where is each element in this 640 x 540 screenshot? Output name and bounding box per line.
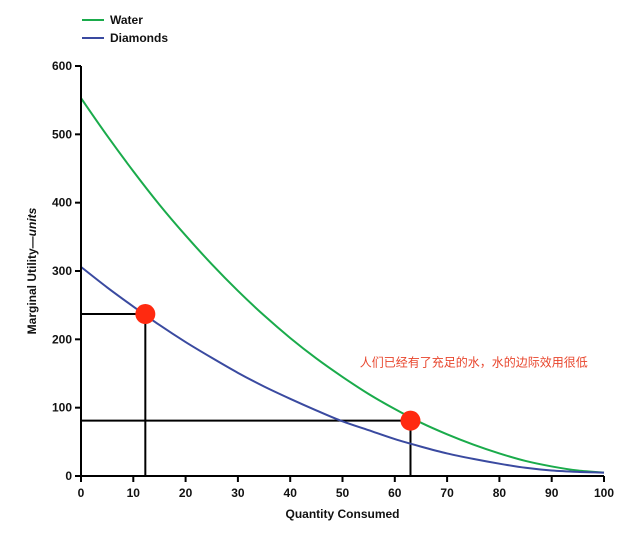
- annotation-text: 人们已经有了充足的水，水的边际效用很低: [360, 355, 588, 370]
- x-tick-label: 60: [388, 486, 402, 500]
- legend: Water Diamonds: [82, 13, 168, 45]
- x-tick-label: 30: [231, 486, 245, 500]
- y-axis-title-main: Marginal Utility—: [25, 236, 39, 334]
- series-line-water: [80, 97, 605, 474]
- legend-label-water: Water: [110, 13, 143, 27]
- highlight-point-diamonds: [135, 304, 156, 325]
- x-tick-label: 0: [78, 486, 85, 500]
- x-tick-label: 80: [493, 486, 507, 500]
- legend-label-diamonds: Diamonds: [110, 31, 168, 45]
- series-layer: [80, 97, 605, 474]
- x-tick-label: 40: [284, 486, 298, 500]
- y-tick-label: 600: [52, 59, 72, 73]
- y-tick-label: 0: [65, 469, 72, 483]
- y-tick-label: 200: [52, 332, 72, 346]
- x-tick-label: 20: [179, 486, 193, 500]
- x-tick-label: 10: [127, 486, 141, 500]
- highlight-point-water: [400, 410, 421, 431]
- x-axis-title: Quantity Consumed: [285, 507, 399, 521]
- guide-line-2: [81, 419, 412, 476]
- guide-lines: [81, 313, 412, 476]
- axes: 0 100 200 300 400 500 600 0 10 20 30 40 50 60 70 80 90 10…: [52, 59, 614, 500]
- y-axis-title-unit: units: [25, 207, 39, 236]
- highlight-points: [135, 304, 421, 431]
- x-tick-label: 50: [336, 486, 350, 500]
- y-tick-label: 400: [52, 196, 72, 210]
- x-tick-label: 70: [440, 486, 454, 500]
- x-tick-label: 90: [545, 486, 559, 500]
- y-tick-label: 100: [52, 401, 72, 415]
- series-line-diamonds: [80, 266, 605, 474]
- x-tick-label: 100: [594, 486, 614, 500]
- y-tick-label: 500: [52, 127, 72, 141]
- y-tick-label: 300: [52, 264, 72, 278]
- y-axis-title: Marginal Utility—units: [25, 207, 39, 334]
- guide-line-1: [81, 313, 147, 476]
